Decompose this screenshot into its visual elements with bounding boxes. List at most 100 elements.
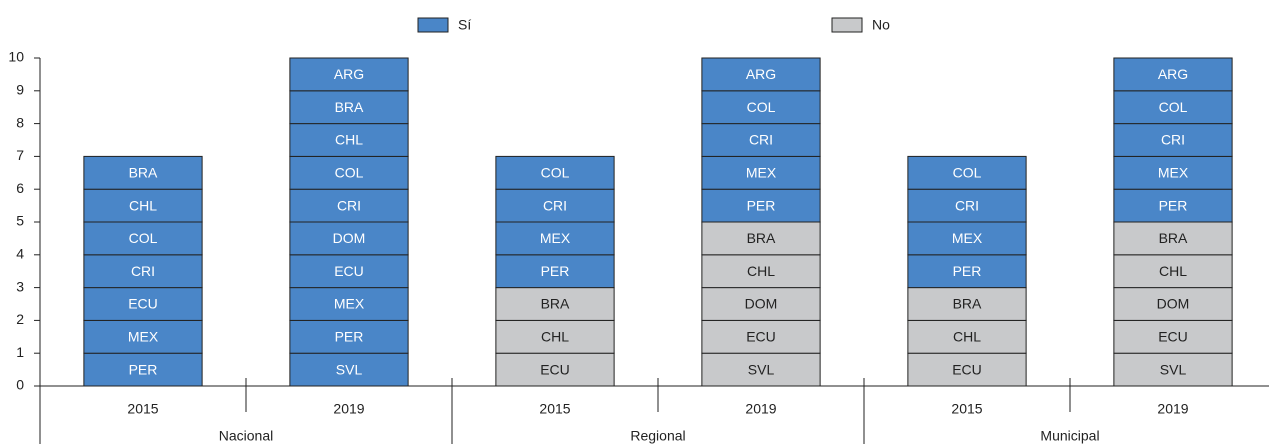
- segment-label: CHL: [541, 329, 569, 345]
- bar-segment: [495, 188, 615, 223]
- segment-label: PER: [129, 361, 158, 377]
- bar-segment: [1113, 155, 1233, 190]
- group-label: Regional: [630, 428, 685, 444]
- y-tick-label: 0: [16, 377, 24, 393]
- bar-segment: [83, 319, 203, 354]
- x-tick-label: 2015: [127, 401, 158, 417]
- bar-segment: [701, 254, 821, 289]
- segment-label: DOM: [1157, 296, 1190, 312]
- y-tick-label: 3: [16, 278, 24, 294]
- segment-label: CHL: [747, 263, 775, 279]
- segment-label: COL: [335, 165, 364, 181]
- bar-segment: [289, 57, 409, 92]
- bar-segment: [289, 188, 409, 223]
- segment-label: ECU: [952, 361, 982, 377]
- segment-label: COL: [541, 165, 570, 181]
- segment-label: ECU: [334, 263, 364, 279]
- bar-segment: [701, 188, 821, 223]
- bar-segment: [289, 319, 409, 354]
- segment-label: MEX: [128, 329, 159, 345]
- legend-swatch: [417, 17, 449, 33]
- bar-segment: [495, 254, 615, 289]
- bar-segment: [1113, 287, 1233, 321]
- bar-segment: [1113, 57, 1233, 92]
- segment-label: CRI: [749, 132, 773, 148]
- segment-label: PER: [747, 197, 776, 213]
- bar-segment: [289, 90, 409, 125]
- bar-segment: [907, 319, 1027, 354]
- segment-label: BRA: [953, 296, 982, 312]
- segment-label: BRA: [1159, 230, 1188, 246]
- bar-segment: [83, 287, 203, 321]
- segment-label: PER: [1159, 197, 1188, 213]
- segment-label: BRA: [541, 296, 570, 312]
- segment-label: CHL: [1159, 263, 1187, 279]
- segment-label: COL: [129, 230, 158, 246]
- segment-label: COL: [953, 165, 982, 181]
- segment-label: PER: [541, 263, 570, 279]
- segment-label: CRI: [955, 197, 979, 213]
- bar-segment: [1113, 319, 1233, 354]
- segment-label: PER: [335, 329, 364, 345]
- legend-label: No: [872, 17, 890, 33]
- bar-segment: [907, 155, 1027, 190]
- segment-label: COL: [747, 99, 776, 115]
- segment-label: CRI: [1161, 132, 1185, 148]
- y-tick-label: 2: [16, 311, 24, 327]
- segment-label: SVL: [1160, 361, 1187, 377]
- segment-label: SVL: [748, 361, 775, 377]
- segment-label: BRA: [747, 230, 776, 246]
- bar-segment: [289, 155, 409, 190]
- x-tick-label: 2015: [951, 401, 982, 417]
- segment-label: ECU: [540, 361, 570, 377]
- bar-segment: [495, 319, 615, 354]
- segment-label: ECU: [1158, 329, 1188, 345]
- bar-segment: [701, 57, 821, 92]
- x-tick-label: 2019: [1157, 401, 1188, 417]
- segment-label: CRI: [337, 197, 361, 213]
- y-tick-label: 10: [8, 49, 24, 65]
- segment-label: MEX: [952, 230, 983, 246]
- x-tick-label: 2019: [745, 401, 776, 417]
- bar-segment: [83, 221, 203, 256]
- y-tick-label: 1: [16, 344, 24, 360]
- bar-segment: [83, 188, 203, 223]
- segment-label: CRI: [543, 197, 567, 213]
- segment-label: CHL: [953, 329, 981, 345]
- segment-label: MEX: [746, 165, 777, 181]
- y-tick-label: 5: [16, 213, 24, 229]
- segment-label: SVL: [336, 361, 363, 377]
- bar-segment: [1113, 188, 1233, 223]
- bar-segment: [289, 287, 409, 321]
- y-tick-label: 7: [16, 147, 24, 163]
- y-tick-label: 4: [16, 246, 24, 262]
- bar-segment: [83, 254, 203, 289]
- bar-segment: [701, 155, 821, 190]
- bar-segment: [701, 221, 821, 256]
- bar-segment: [83, 155, 203, 190]
- segment-label: MEX: [540, 230, 571, 246]
- segment-label: MEX: [334, 296, 365, 312]
- bar-segment: [289, 221, 409, 256]
- segment-label: BRA: [335, 99, 364, 115]
- legend-label: Sí: [458, 17, 471, 33]
- segment-label: MEX: [1158, 165, 1189, 181]
- bar-segment: [1113, 123, 1233, 157]
- bar-segment: [83, 352, 203, 387]
- x-tick-label: 2019: [333, 401, 364, 417]
- segment-label: ECU: [128, 296, 158, 312]
- group-label: Municipal: [1040, 428, 1099, 444]
- segment-label: CHL: [129, 197, 157, 213]
- segment-label: CHL: [335, 132, 363, 148]
- bar-segment: [289, 254, 409, 289]
- y-tick-label: 8: [16, 114, 24, 130]
- segment-label: CRI: [131, 263, 155, 279]
- segment-label: DOM: [333, 230, 366, 246]
- segment-label: ARG: [746, 66, 776, 82]
- y-tick-label: 6: [16, 180, 24, 196]
- legend-swatch: [831, 17, 863, 33]
- segment-label: ARG: [1158, 66, 1188, 82]
- group-label: Nacional: [219, 428, 273, 444]
- bar-segment: [1113, 254, 1233, 289]
